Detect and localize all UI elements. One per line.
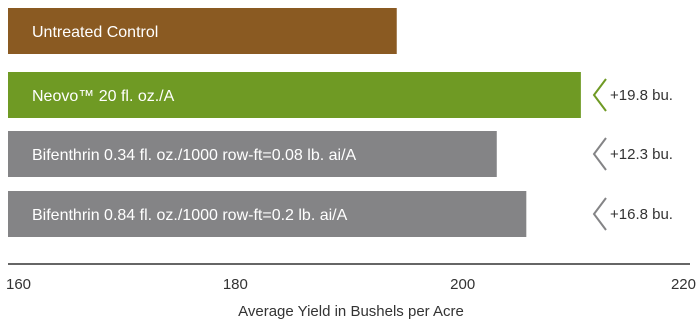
bar-label-2: Neovo™ 20 fl. oz./A xyxy=(32,88,175,105)
chevron-left-icon xyxy=(592,197,607,231)
bar-label-4: Bifenthrin 0.84 fl. oz./1000 row-ft=0.2 … xyxy=(32,207,348,224)
chevron-left-icon xyxy=(592,137,607,171)
difference-label-3: +12.3 bu. xyxy=(610,146,673,163)
x-tick-label: 200 xyxy=(450,276,475,293)
chevron-left-icon xyxy=(592,78,607,112)
x-tick-label: 180 xyxy=(223,276,248,293)
x-tick-label: 220 xyxy=(671,276,696,293)
bars-group: Untreated Control Neovo™ 20 fl. oz./A Bife… xyxy=(8,8,581,237)
x-axis-title: Average Yield in Bushels per Acre xyxy=(238,303,464,320)
bar-1 xyxy=(8,8,397,54)
difference-markers-group: +19.8 bu. +12.3 bu. +16.8 bu. xyxy=(592,78,673,231)
bar-2 xyxy=(8,72,581,118)
bar-3 xyxy=(8,131,497,177)
bar-label-3: Bifenthrin 0.34 fl. oz./1000 row-ft=0.08… xyxy=(32,147,357,164)
x-tick-label: 160 xyxy=(6,276,31,293)
bar-4 xyxy=(8,191,527,237)
difference-label-2: +19.8 bu. xyxy=(610,87,673,104)
bar-label-1: Untreated Control xyxy=(32,24,158,41)
x-axis-ticks: 160 180 200 220 xyxy=(6,276,696,293)
difference-label-4: +16.8 bu. xyxy=(610,206,673,223)
